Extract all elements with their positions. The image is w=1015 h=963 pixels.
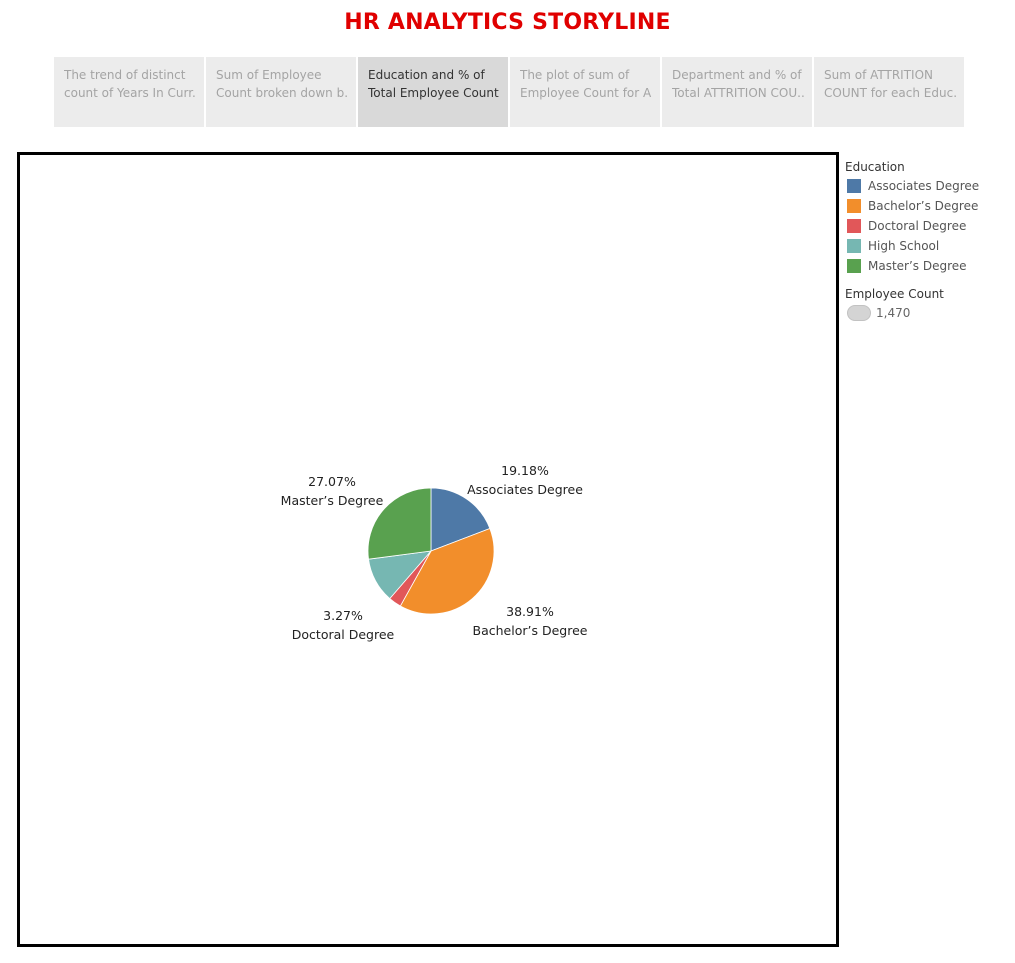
legend-swatch — [847, 199, 861, 213]
story-point-1-line2: count of Years In Curr.. — [64, 86, 196, 100]
story-point-2-line1: Sum of Employee — [216, 68, 322, 82]
legend-swatch — [847, 219, 861, 233]
story-point-1-line1: The trend of distinct — [64, 68, 186, 82]
viz-frame: 19.18% Associates Degree 38.91% Bachelor’s … — [17, 152, 839, 947]
pie-slice[interactable] — [430, 487, 491, 552]
color-legend-title: Education — [845, 160, 905, 174]
story-point-2-line2: Count broken down b.. — [216, 86, 348, 100]
legend-item[interactable]: Master’s Degree — [845, 256, 1010, 276]
story-point-6[interactable]: Sum of ATTRITION COUNT for each Educ.. — [814, 57, 964, 127]
story-point-4[interactable]: The plot of sum of Employee Count for A.… — [510, 57, 660, 127]
story-point-3-line2: Total Employee Count.. — [368, 86, 500, 100]
story-point-5[interactable]: Department and % of Total ATTRITION COU.… — [662, 57, 812, 127]
story-point-2[interactable]: Sum of Employee Count broken down b.. — [206, 57, 356, 127]
story-point-3-line1: Education and % of — [368, 68, 485, 82]
size-legend-title: Employee Count — [845, 287, 944, 301]
story-point-5-line2: Total ATTRITION COU.. — [672, 86, 804, 100]
legend-item[interactable]: Associates Degree — [845, 176, 1010, 196]
slice-name-label: Doctoral Degree — [292, 627, 395, 642]
story-point-4-line2: Employee Count for A.. — [520, 86, 652, 100]
slice-name-label: Bachelor’s Degree — [473, 623, 588, 638]
color-legend-items: Associates Degree Bachelor’s Degree Doctor… — [845, 176, 1010, 276]
story-point-6-line1: Sum of ATTRITION — [824, 68, 934, 82]
size-legend-row: 1,470 — [845, 303, 1010, 323]
story-point-1[interactable]: The trend of distinct count of Years In … — [54, 57, 204, 127]
story-point-5-line1: Department and % of — [672, 68, 802, 82]
legend-item[interactable]: Bachelor’s Degree — [845, 196, 1010, 216]
story-title: HR ANALYTICS STORYLINE — [344, 10, 671, 35]
legend-item[interactable]: Doctoral Degree — [845, 216, 1010, 236]
legend-swatch — [847, 179, 861, 193]
legend-label: Master’s Degree — [868, 259, 967, 273]
legend-panel: Education Associates Degree Bachelor’s De… — [845, 158, 1010, 323]
size-legend-value: 1,470 — [876, 306, 911, 320]
story-point-4-line1: The plot of sum of — [520, 68, 630, 82]
legend-swatch — [847, 239, 861, 253]
legend-label: Doctoral Degree — [868, 219, 967, 233]
slice-percent-label: 38.91% — [506, 604, 554, 619]
legend-label: Associates Degree — [868, 179, 980, 193]
pie-slice[interactable] — [399, 527, 495, 615]
story-point-3[interactable]: Education and % of Total Employee Count.… — [358, 57, 508, 127]
slice-percent-label: 19.18% — [501, 463, 549, 478]
legend-label: High School — [868, 239, 940, 253]
slice-name-label: Master’s Degree — [281, 493, 384, 508]
slice-percent-label: 3.27% — [323, 608, 363, 623]
pie-chart: 19.18% Associates Degree 38.91% Bachelor’s … — [281, 463, 588, 642]
story-navigator: The trend of distinct count of Years In … — [54, 57, 964, 127]
legend-swatch — [847, 259, 861, 273]
size-circle-icon — [847, 305, 871, 321]
slice-name-label: Associates Degree — [467, 482, 583, 497]
legend-label: Bachelor’s Degree — [868, 199, 979, 213]
story-point-6-line2: COUNT for each Educ.. — [824, 86, 956, 100]
slice-percent-label: 27.07% — [308, 474, 356, 489]
pie-slice[interactable] — [367, 487, 432, 560]
legend-item[interactable]: High School — [845, 236, 1010, 256]
